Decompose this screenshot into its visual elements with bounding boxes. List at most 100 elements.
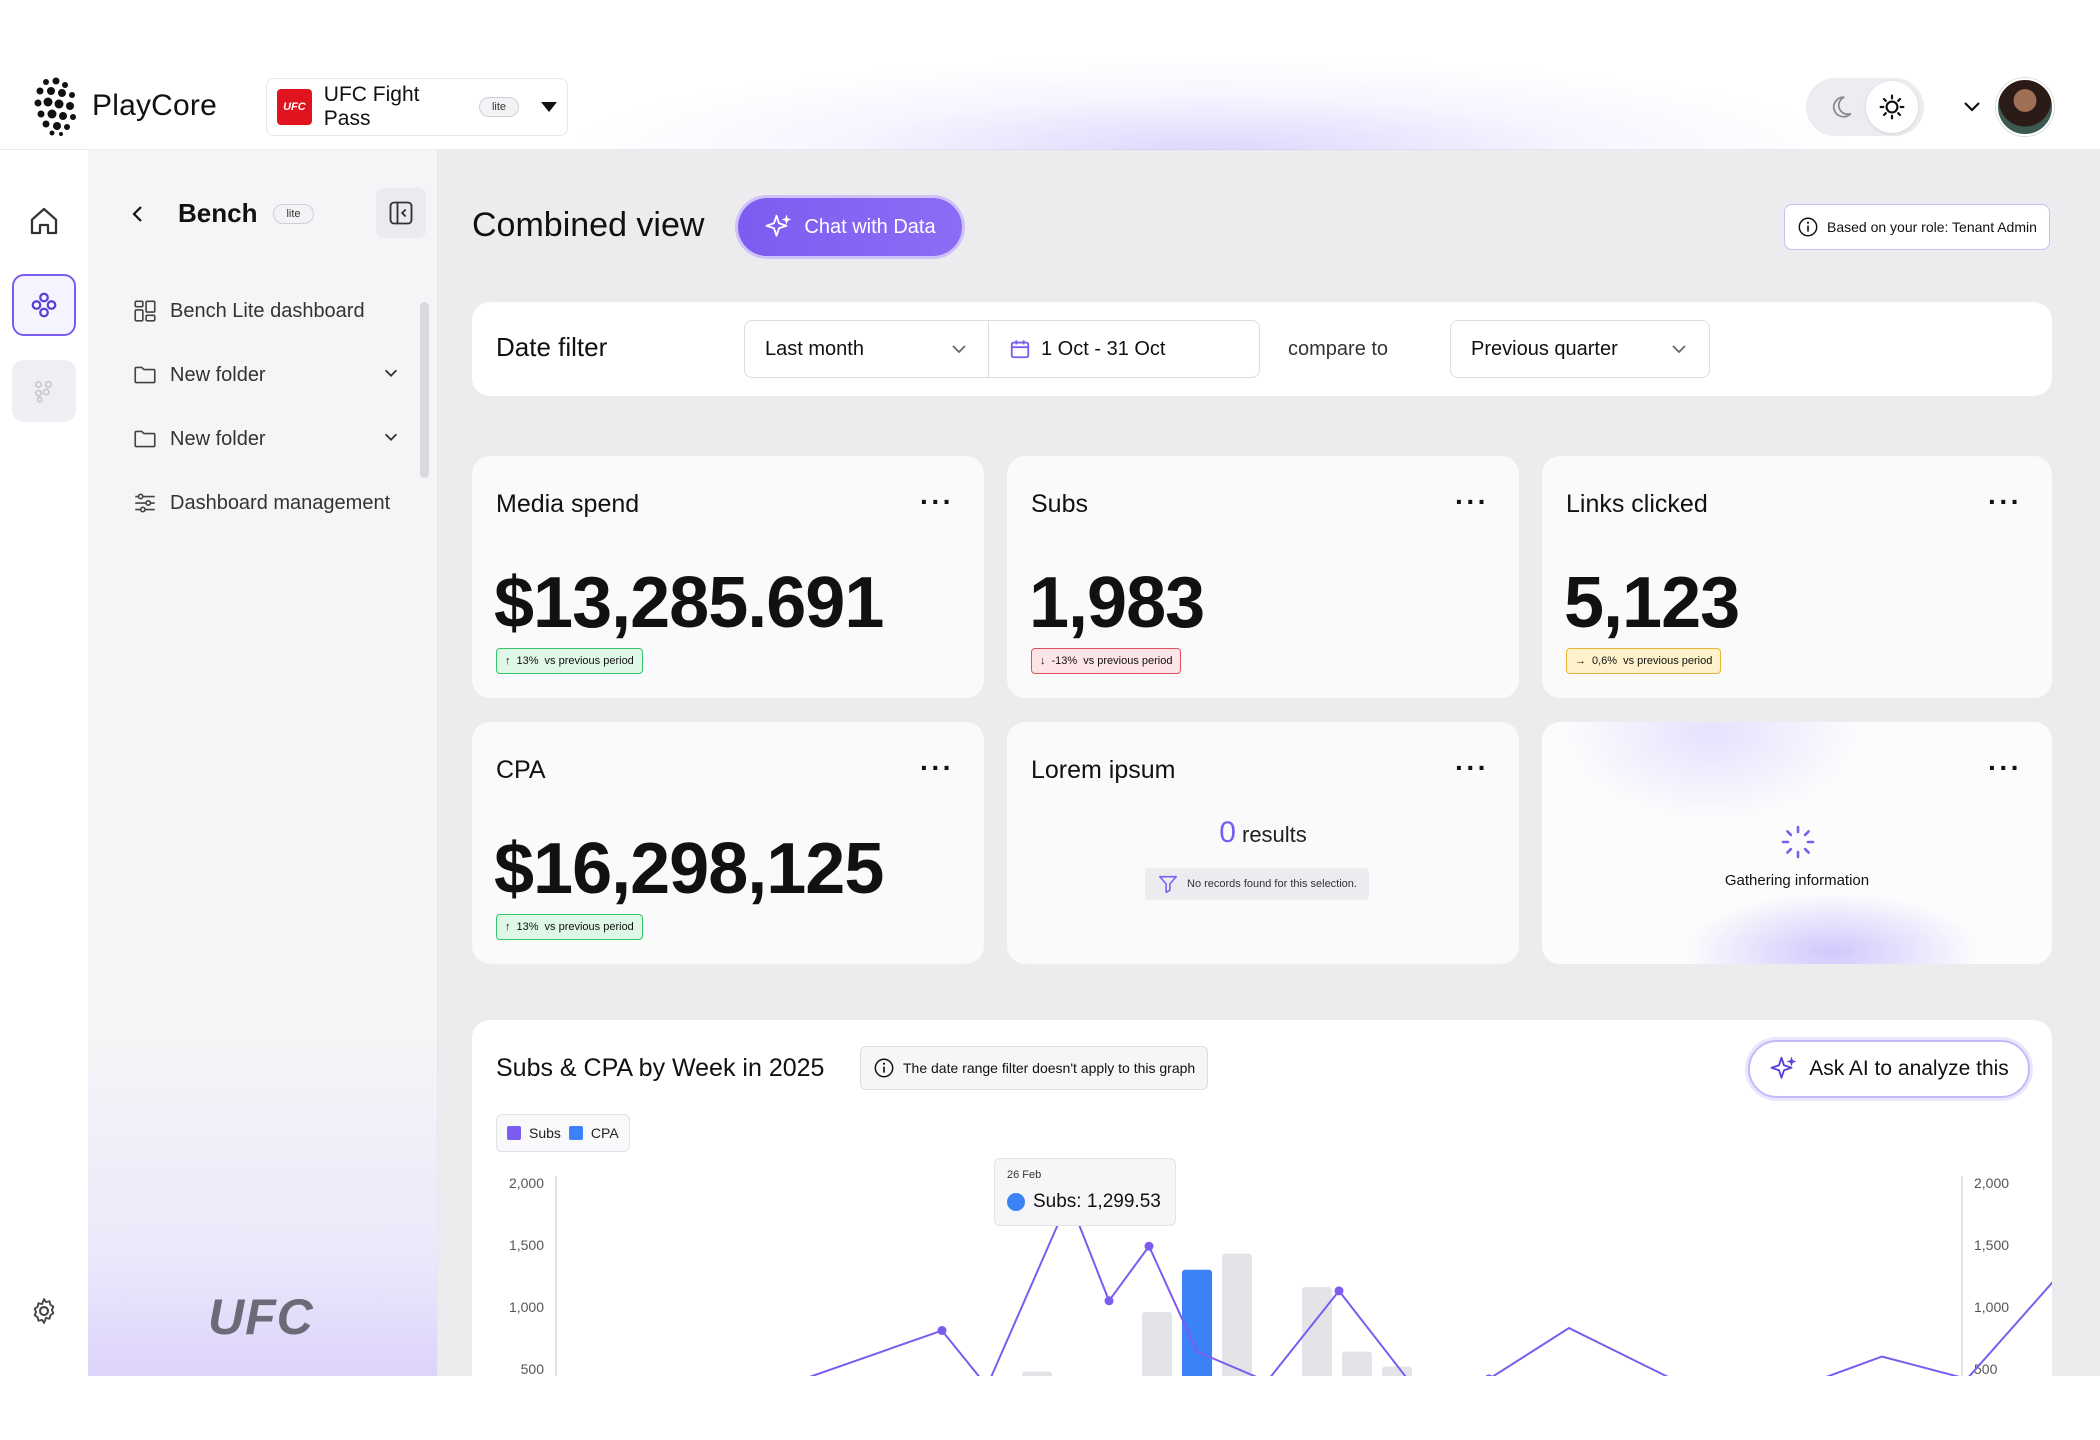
apps-icon (35, 380, 52, 403)
more-options-icon[interactable]: ··· (1455, 486, 1489, 517)
result-count: 0 results (1007, 816, 1519, 850)
subs-point (937, 1326, 947, 1336)
no-records-message: No records found for this selection. (1145, 868, 1369, 900)
sidebar-item-label: New folder (170, 427, 266, 450)
legend-label-subs: Subs (529, 1125, 561, 1141)
rail-home-button[interactable] (12, 190, 76, 252)
sidebar-item-dashboard-management[interactable]: Dashboard management (132, 490, 390, 516)
main-content: Combined view Chat with Data Based on yo… (438, 150, 2100, 1376)
subs-line (809, 1196, 2052, 1376)
kpi-delta-note: vs previous period (544, 655, 634, 667)
bar (1222, 1253, 1252, 1376)
user-avatar[interactable] (1996, 78, 2054, 136)
tooltip-series-dot (1007, 1193, 1025, 1211)
compare-select[interactable]: Previous quarter (1450, 320, 1710, 378)
kpi-title: Links clicked (1566, 490, 1708, 518)
compare-select-value: Previous quarter (1471, 337, 1618, 360)
date-filter-card: Date filter Last month 1 Oct - 31 Oct co… (472, 302, 2052, 396)
tenant-plan-badge: lite (478, 97, 519, 117)
compare-to-label: compare to (1288, 338, 1389, 360)
rail-bench-button[interactable] (12, 274, 76, 336)
kpi-delta-note: vs previous period (1083, 655, 1173, 667)
chat-with-data-label: Chat with Data (804, 215, 936, 238)
sidebar-plan-badge: lite (273, 203, 314, 224)
folder-icon (134, 366, 156, 384)
loading-spinner-icon (1781, 825, 1815, 859)
kpi-value: 5,123 (1564, 563, 1740, 643)
rail-settings-button[interactable] (12, 1280, 76, 1342)
kpi-delta-note: vs previous period (544, 921, 634, 933)
period-select[interactable]: Last month (744, 320, 990, 378)
result-count-number: 0 (1219, 816, 1236, 849)
empty-state-card: Lorem ipsum ··· 0 results No records fou… (1007, 722, 1519, 964)
bench-icon (31, 292, 57, 318)
date-range-picker[interactable]: 1 Oct - 31 Oct (988, 320, 1260, 378)
more-options-icon[interactable]: ··· (920, 486, 954, 517)
sidebar-scrollbar[interactable] (420, 302, 429, 478)
kpi-card-links-clicked: Links clicked ··· 5,123 → 0,6% vs previo… (1542, 456, 2052, 698)
kpi-delta-value: 13% (516, 655, 539, 667)
loading-glow (1542, 722, 2052, 964)
legend-swatch-cpa (568, 1126, 583, 1140)
kpi-title: Subs (1031, 490, 1088, 518)
info-icon (874, 1058, 894, 1078)
brand[interactable]: PlayCore (32, 76, 217, 136)
y-tick-label-left: 500 (521, 1361, 545, 1376)
more-options-icon[interactable]: ··· (1988, 486, 2022, 517)
kpi-card-cpa: CPA ··· $16,298,125 ↑ 13% vs previous pe… (472, 722, 984, 964)
sidebar-item-bench-lite-dashboard[interactable]: Bench Lite dashboard (132, 298, 365, 324)
chart-legend: Subs CPA (496, 1114, 630, 1152)
sparkle-icon (765, 214, 792, 237)
sidebar-header: Bench lite (128, 198, 314, 229)
tooltip-value: Subs: 1,299.53 (1033, 1191, 1161, 1212)
rail-apps-button[interactable] (12, 360, 76, 422)
sidebar: Bench lite Bench Lite dashboard New fold… (88, 150, 438, 1376)
role-note: Based on your role: Tenant Admin (1784, 204, 2050, 250)
sliders-icon (135, 493, 155, 513)
sidebar-item-new-folder-2[interactable]: New folder (132, 426, 402, 452)
period-select-value: Last month (765, 337, 864, 360)
arrow-up-icon: ↑ (505, 921, 511, 933)
calendar-icon (1010, 340, 1030, 359)
chart-date-note: The date range filter doesn't apply to t… (860, 1046, 1209, 1090)
tenant-switcher[interactable]: UFC UFC Fight Pass lite (266, 78, 568, 136)
y-tick-label-right: 1,000 (1974, 1299, 2009, 1315)
subs-cpa-chart-card: Subs & CPA by Week in 2025 The date rang… (472, 1020, 2052, 1376)
back-chevron-icon[interactable] (128, 204, 148, 224)
kpi-title: Media spend (496, 490, 640, 518)
more-options-icon[interactable]: ··· (920, 752, 954, 783)
sidebar-item-label: New folder (170, 363, 266, 386)
kpi-card-media-spend: Media spend ··· $13,285.691 ↑ 13% vs pre… (472, 456, 984, 698)
sun-icon[interactable] (1866, 81, 1918, 133)
chat-with-data-button[interactable]: Chat with Data (738, 198, 962, 256)
bar-highlighted (1182, 1269, 1212, 1376)
kpi-delta-badge: ↑ 13% vs previous period (496, 914, 643, 940)
chevron-down-icon[interactable] (382, 364, 400, 382)
theme-toggle[interactable] (1806, 78, 1924, 136)
top-bar: PlayCore UFC UFC Fight Pass lite (0, 56, 2100, 150)
arrow-up-icon: ↑ (505, 655, 511, 667)
collapse-panel-icon (389, 201, 413, 225)
role-note-text: Based on your role: Tenant Admin (1827, 219, 2037, 235)
gear-icon (33, 1298, 55, 1324)
ask-ai-button[interactable]: Ask AI to analyze this (1748, 1040, 2030, 1098)
kpi-delta-badge: ↑ 13% vs previous period (496, 648, 643, 674)
moon-icon[interactable] (1828, 94, 1854, 120)
sidebar-item-new-folder-1[interactable]: New folder (132, 362, 402, 388)
more-options-icon[interactable]: ··· (1988, 752, 2022, 783)
filter-funnel-icon (1158, 875, 1178, 894)
user-menu-chevron-icon[interactable] (1962, 96, 1982, 116)
kpi-delta-value: 13% (516, 921, 539, 933)
more-options-icon[interactable]: ··· (1455, 752, 1489, 783)
tenant-logo: UFC (277, 89, 312, 125)
sidebar-item-label: Bench Lite dashboard (170, 299, 365, 322)
chevron-down-icon[interactable] (382, 428, 400, 446)
page-title: Combined view (472, 206, 705, 244)
collapse-sidebar-button[interactable] (376, 188, 426, 238)
legend-label-cpa: CPA (590, 1125, 619, 1141)
date-filter-label: Date filter (496, 332, 608, 362)
subs-point (1144, 1241, 1154, 1251)
info-icon (1798, 217, 1818, 237)
kpi-delta-badge: ↓ -13% vs previous period (1031, 648, 1182, 674)
